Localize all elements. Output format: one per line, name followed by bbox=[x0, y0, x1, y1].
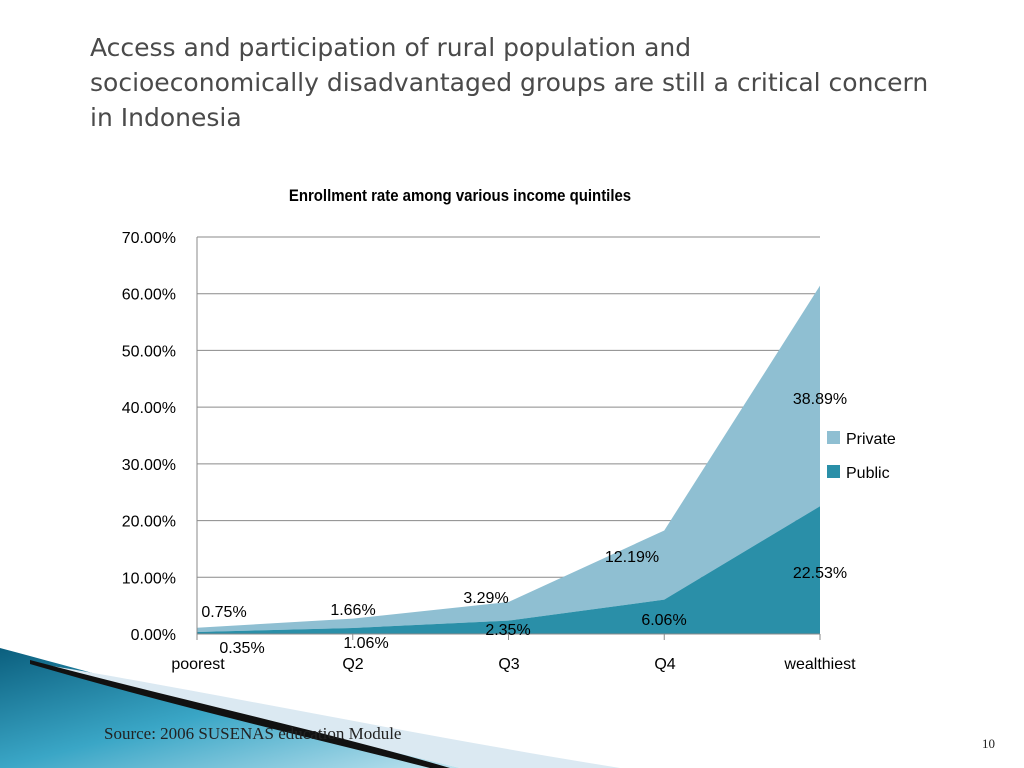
swoosh-black-stroke bbox=[30, 660, 450, 768]
areas bbox=[197, 285, 820, 634]
legend-swatch bbox=[827, 465, 840, 478]
swoosh-blue-band bbox=[0, 648, 460, 768]
y-tick-label: 50.00% bbox=[122, 343, 176, 360]
x-axis-labels: poorest Q2 Q3 Q4 wealthiest bbox=[171, 656, 856, 673]
y-tick-label: 30.00% bbox=[122, 457, 176, 474]
data-label-public: 6.06% bbox=[641, 612, 686, 629]
x-tick-label: Q2 bbox=[342, 656, 363, 673]
y-tick-label: 10.00% bbox=[122, 570, 176, 587]
y-tick-label: 0.00% bbox=[131, 627, 176, 644]
y-tick-label: 70.00% bbox=[122, 230, 176, 247]
legend-label: Private bbox=[846, 431, 896, 448]
y-tick-label: 20.00% bbox=[122, 514, 176, 531]
data-label-private: 0.75% bbox=[201, 604, 246, 621]
x-tick-label: wealthiest bbox=[783, 656, 856, 673]
y-tick-label: 60.00% bbox=[122, 287, 176, 304]
data-label-public: 22.53% bbox=[793, 565, 847, 582]
data-label-private: 38.89% bbox=[793, 391, 847, 408]
page-number: 10 bbox=[982, 736, 995, 751]
x-tick-label: Q4 bbox=[654, 656, 675, 673]
y-tick-label: 40.00% bbox=[122, 400, 176, 417]
area-chart: Enrollment rate among various income qui… bbox=[122, 187, 896, 673]
legend-swatch bbox=[827, 431, 840, 444]
x-tick-label: poorest bbox=[171, 656, 225, 673]
legend: Private Public bbox=[827, 431, 896, 482]
slide-title: Access and participation of rural popula… bbox=[90, 30, 1020, 135]
data-labels: 0.75% 1.66% 3.29% 12.19% 38.89% 0.35% 1.06% 2.3… bbox=[201, 391, 847, 657]
swoosh-light-band bbox=[40, 664, 620, 768]
x-axis bbox=[196, 237, 821, 640]
series-area-public bbox=[197, 506, 820, 634]
data-label-private: 12.19% bbox=[605, 549, 659, 566]
data-label-public: 2.35% bbox=[485, 622, 530, 639]
y-axis-ticks: 0.00% 10.00% 20.00% 30.00% 40.00% 50.00% 60.00… bbox=[122, 230, 176, 644]
slide-title-line: Access and participation of rural popula… bbox=[90, 33, 692, 62]
data-label-public: 1.06% bbox=[343, 635, 388, 652]
data-label-private: 3.29% bbox=[463, 590, 508, 607]
source-note: Source: 2006 SUSENAS education Module bbox=[104, 724, 402, 743]
x-tick-label: Q3 bbox=[498, 656, 519, 673]
chart-title: Enrollment rate among various income qui… bbox=[289, 187, 631, 205]
slide-title-line: in Indonesia bbox=[90, 103, 242, 132]
data-label-public: 0.35% bbox=[219, 640, 264, 657]
series-area-private bbox=[197, 285, 820, 633]
slide-title-line: socioeconomically disadvantaged groups a… bbox=[90, 68, 929, 97]
data-label-private: 1.66% bbox=[330, 602, 375, 619]
legend-label: Public bbox=[846, 465, 890, 482]
